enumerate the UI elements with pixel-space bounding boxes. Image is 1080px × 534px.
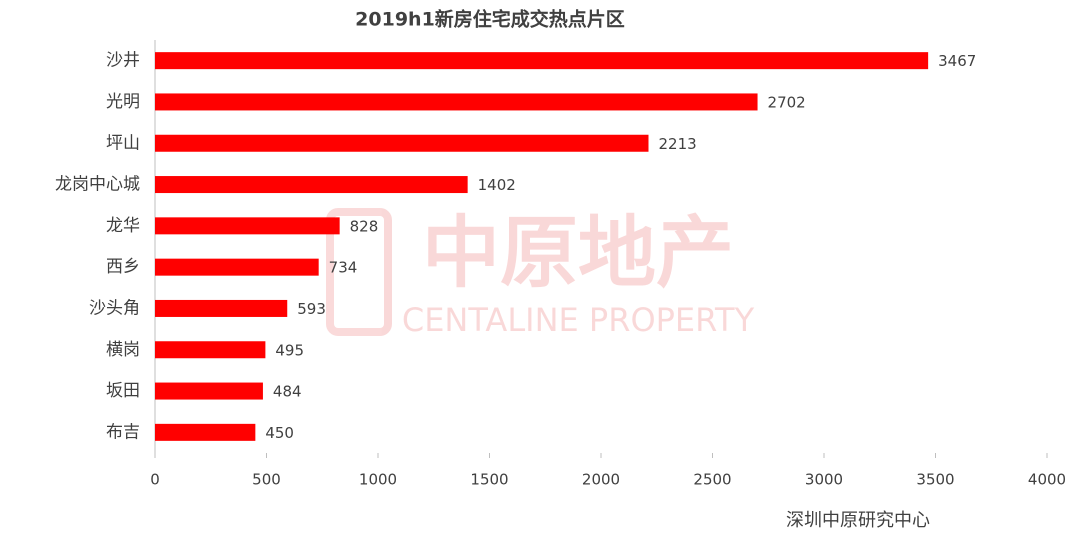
bar <box>155 217 340 235</box>
value-label: 593 <box>297 300 326 318</box>
y-tick-label: 龙华 <box>106 216 140 236</box>
value-label: 2702 <box>768 93 806 111</box>
bar <box>155 93 758 111</box>
x-tick-label: 2500 <box>693 471 731 489</box>
value-label: 3467 <box>938 52 976 70</box>
value-label: 450 <box>265 424 294 442</box>
value-label: 828 <box>350 217 379 235</box>
value-label: 495 <box>275 341 304 359</box>
y-tick-label: 坂田 <box>106 381 140 401</box>
y-tick-label: 沙头角 <box>89 298 140 318</box>
y-tick-label: 光明 <box>106 92 140 112</box>
bar <box>155 134 649 152</box>
x-tick-label: 1000 <box>359 471 397 489</box>
y-tick-label: 沙井 <box>106 51 140 71</box>
watermark: 中原地产 CENTALINE PROPERTY <box>326 208 755 339</box>
x-tick-label: 0 <box>150 471 160 489</box>
y-tick-label: 坪山 <box>106 133 140 153</box>
bar <box>155 423 256 441</box>
bar <box>155 176 468 194</box>
value-label: 484 <box>273 383 302 401</box>
bar <box>155 382 263 400</box>
y-tick-label: 横岗 <box>106 340 140 360</box>
watermark-text: 中原地产 <box>422 208 734 298</box>
value-label: 2213 <box>658 135 696 153</box>
x-tick-label: 500 <box>252 471 281 489</box>
x-tick-label: 1500 <box>470 471 508 489</box>
chart-title: 2019h1新房住宅成交热点片区 <box>355 8 625 31</box>
watermark-subtext: CENTALINE PROPERTY <box>402 301 755 339</box>
value-label: 734 <box>329 259 358 277</box>
source: 深圳中原研究中心 <box>786 510 930 531</box>
watermark-seal <box>326 208 392 336</box>
x-tick-label: 3500 <box>916 471 954 489</box>
value-label: 1402 <box>478 176 516 194</box>
x-tick-label: 2000 <box>582 471 620 489</box>
y-tick-label: 西乡 <box>106 257 140 277</box>
bar <box>155 258 319 276</box>
x-tick-label: 4000 <box>1028 471 1066 489</box>
y-tick-label: 布吉 <box>106 422 140 442</box>
bar <box>155 52 929 70</box>
x-tick-label: 3000 <box>805 471 843 489</box>
bar <box>155 341 266 359</box>
y-tick-label: 龙岗中心城 <box>55 175 140 195</box>
bar <box>155 299 288 317</box>
